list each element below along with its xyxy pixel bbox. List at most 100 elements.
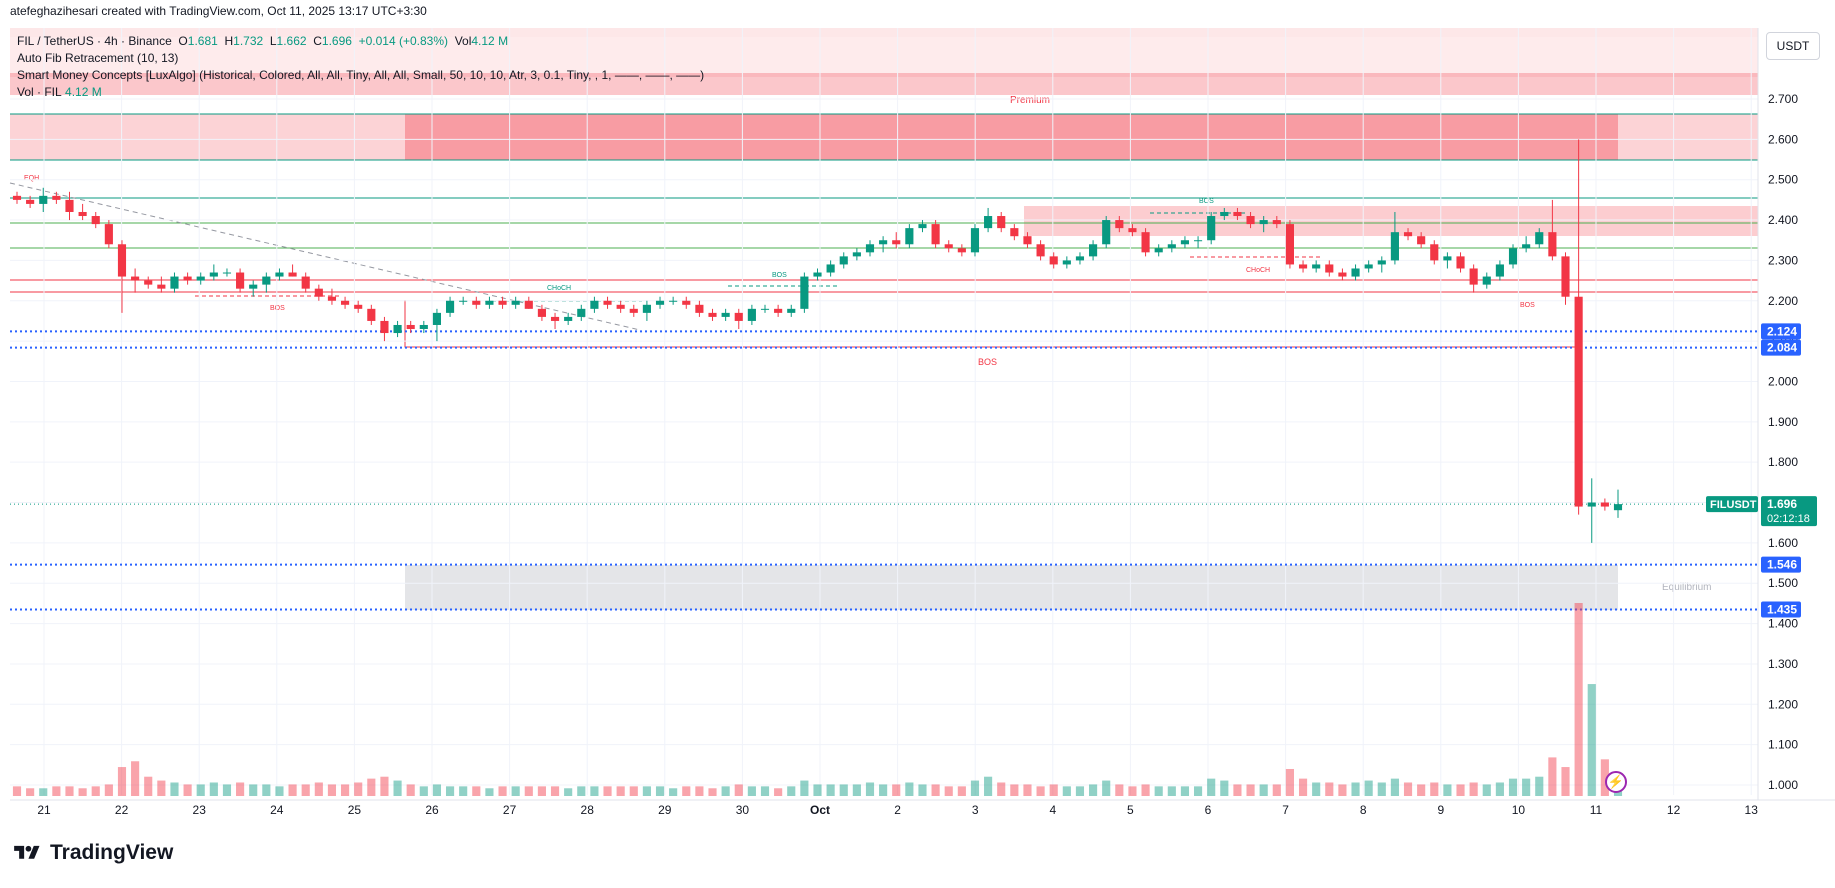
candle[interactable] [1259,216,1268,233]
candle[interactable] [1430,240,1439,265]
candle[interactable] [721,308,730,321]
candle[interactable] [1390,211,1399,265]
symbol-name[interactable]: FIL / TetherUS · 4h · Binance [17,34,172,48]
candle[interactable] [314,284,323,301]
candle[interactable] [26,195,35,208]
candle[interactable] [117,240,127,313]
candle[interactable] [1417,232,1426,249]
candle[interactable] [970,224,980,257]
candle[interactable] [1482,272,1491,289]
candle[interactable] [1548,199,1557,261]
candle[interactable] [1377,256,1386,273]
candle[interactable] [787,304,796,317]
candle[interactable] [157,276,166,293]
candle[interactable] [1508,244,1518,269]
candle[interactable] [669,296,678,305]
candle[interactable] [865,240,875,257]
candle[interactable] [78,203,87,221]
candle[interactable] [957,244,966,257]
candle[interactable] [1167,240,1176,253]
candle[interactable] [813,268,822,281]
candle[interactable] [301,272,310,293]
candle[interactable] [1128,224,1137,237]
candle[interactable] [183,272,192,285]
candle[interactable] [209,264,218,281]
candle[interactable] [1180,236,1190,249]
candle[interactable] [590,296,599,313]
candle[interactable] [747,304,756,325]
candle[interactable] [839,252,848,269]
candle[interactable] [275,268,284,281]
candle[interactable] [1403,228,1413,241]
candle[interactable] [1613,489,1623,518]
candle[interactable] [65,191,74,221]
candle[interactable] [1495,260,1504,281]
candle[interactable] [524,296,533,309]
candle[interactable] [1207,211,1216,245]
candle[interactable] [144,276,153,289]
candle[interactable] [1587,478,1596,543]
candle[interactable] [288,264,297,277]
candle[interactable] [984,207,993,233]
candle[interactable] [1338,268,1347,281]
candle[interactable] [472,296,481,309]
candle[interactable] [104,220,113,249]
candle[interactable] [1535,228,1544,249]
candle[interactable] [1272,216,1281,229]
candle[interactable] [616,300,625,313]
candle[interactable] [1141,228,1150,257]
candle[interactable] [1285,220,1294,269]
candle[interactable] [774,304,783,317]
candle[interactable] [445,296,455,317]
candle[interactable] [196,272,205,285]
currency-unit-button[interactable]: USDT [1766,32,1820,60]
candle[interactable] [892,232,901,249]
candle[interactable] [1600,498,1609,511]
candle[interactable] [52,191,61,204]
candle[interactable] [1049,252,1058,269]
candle[interactable] [1312,260,1321,273]
candle[interactable] [760,304,770,313]
candle[interactable] [1023,232,1032,249]
candle[interactable] [236,268,245,293]
candle[interactable] [406,320,415,334]
candle[interactable] [931,220,940,249]
candle[interactable] [91,211,100,229]
indicator-vol[interactable]: Vol · FIL 4.12 M [17,84,704,101]
candle[interactable] [262,272,271,293]
candle[interactable] [39,187,48,212]
candle[interactable] [1364,260,1373,273]
time-axis[interactable]: 21 22 23 24 25 26 27 28 29 30 Oct 2 3 4 5 6 7 8 9 10 11 12 13 [37,803,1758,817]
candle[interactable] [1220,207,1229,221]
price-axis[interactable]: 1.0001.1001.2001.3001.4001.5001.6001.700… [1768,92,1798,792]
candle[interactable] [800,272,809,313]
candle[interactable] [341,296,350,309]
candle[interactable] [419,320,428,334]
candle[interactable] [1443,252,1452,269]
candle[interactable] [131,268,140,293]
symbol-row[interactable]: FIL / TetherUS · 4h · Binance O1.681 H1.… [17,33,704,50]
candle[interactable] [12,191,22,204]
candle[interactable] [380,316,389,342]
candle[interactable] [1075,252,1085,265]
candle[interactable] [1154,244,1163,257]
candle[interactable] [1325,260,1334,277]
candle[interactable] [564,312,573,325]
candle[interactable] [708,308,717,321]
candle[interactable] [1522,236,1531,253]
candles[interactable] [12,139,1623,543]
candle[interactable] [498,296,507,309]
candle[interactable] [629,304,638,317]
candle[interactable] [222,268,232,277]
candle[interactable] [459,296,468,305]
candle[interactable] [1351,264,1360,281]
candle[interactable] [354,300,363,313]
indicator-smc[interactable]: Smart Money Concepts [LuxAlgo] (Historic… [17,68,705,82]
candle[interactable] [997,211,1006,233]
candle[interactable] [918,220,927,233]
candle[interactable] [327,288,337,305]
candle[interactable] [1089,240,1098,261]
candle[interactable] [603,296,612,309]
candle[interactable] [826,260,835,277]
candle[interactable] [1246,211,1255,229]
